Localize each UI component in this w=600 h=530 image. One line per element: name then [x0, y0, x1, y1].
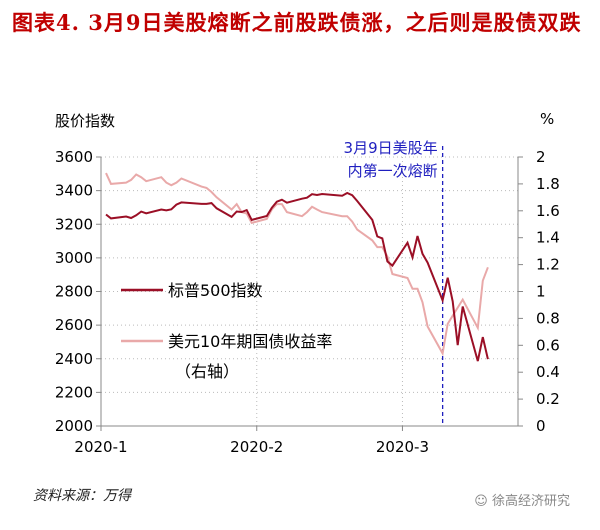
x-tick-label: 2020-2: [230, 438, 283, 456]
series-line-left: [105, 191, 489, 362]
right-tick-label: 0.8: [536, 309, 560, 327]
right-tick-label: 1: [536, 283, 546, 301]
watermark-text: 徐高经济研究: [491, 494, 570, 509]
left-tick-label: 2000: [55, 417, 93, 435]
left-tick-label: 3400: [55, 182, 93, 200]
right-tick-label: 0.4: [536, 363, 560, 381]
watermark: ☺ 徐高经济研究: [474, 490, 570, 509]
right-tick-label: 0.6: [536, 336, 560, 354]
x-tick-label: 2020-1: [74, 438, 127, 456]
series-line-right: [105, 172, 489, 357]
right-tick-label: 1.4: [536, 229, 560, 247]
left-tick-label: 3600: [55, 148, 93, 166]
legend-label-sp500: 标普500指数: [168, 281, 263, 300]
x-tick-label: 2020-3: [376, 438, 429, 456]
left-axis-label: 股价指数: [55, 112, 116, 130]
wechat-icon: ☺: [474, 494, 492, 509]
left-tick-label: 2600: [55, 316, 93, 334]
right-tick-label: 0.2: [536, 390, 560, 408]
left-tick-label: 2800: [55, 283, 93, 301]
source-note: 资料来源：万得: [33, 488, 131, 504]
left-tick-label: 2200: [55, 383, 93, 401]
right-tick-label: 2: [536, 148, 546, 166]
left-tick-label: 2400: [55, 350, 93, 368]
left-tick-label: 3000: [55, 249, 93, 267]
right-tick-label: 1.8: [536, 175, 560, 193]
event-annotation: 内第一次熔断: [348, 162, 438, 180]
legend-label-right-axis: （右轴）: [175, 362, 239, 381]
figure-title: 图表4. 3月9日美股熔断之前股跌债涨，之后则是股债双跌: [12, 10, 582, 35]
right-tick-label: 1.6: [536, 202, 560, 220]
right-axis-label: %: [540, 110, 555, 128]
legend-label-yield: 美元10年期国债收益率: [168, 332, 332, 351]
event-annotation: 3月9日美股年: [344, 139, 438, 157]
left-tick-label: 3200: [55, 215, 93, 233]
right-tick-label: 1.2: [536, 256, 560, 274]
right-tick-label: 0: [536, 417, 546, 435]
